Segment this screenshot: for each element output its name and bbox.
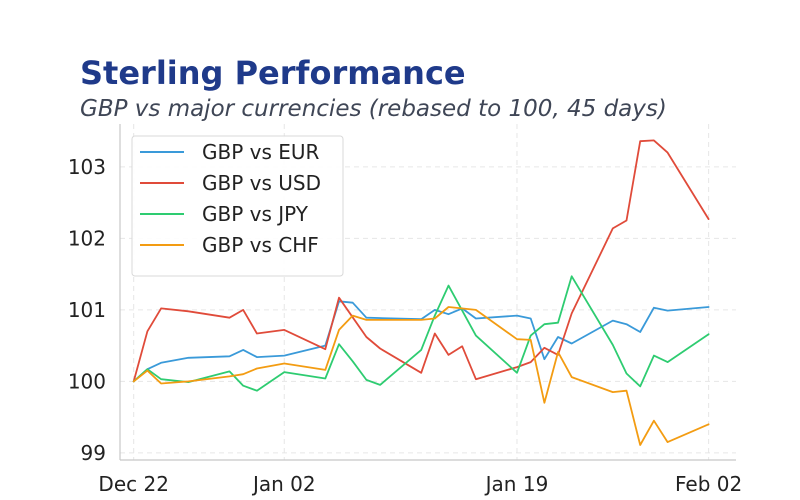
x-tick-label: Jan 19 <box>484 472 549 496</box>
legend-box <box>131 135 344 277</box>
legend-label: GBP vs USD <box>202 171 321 195</box>
y-tick-label: 103 <box>68 155 106 179</box>
series-lines <box>132 139 710 446</box>
y-tick-label: 101 <box>68 298 106 322</box>
chart-title: Sterling Performance <box>80 54 466 92</box>
x-tick-label: Jan 02 <box>251 472 316 496</box>
y-tick-label: 99 <box>81 441 106 465</box>
legend-label: GBP vs EUR <box>202 140 320 164</box>
chart-subtitle: GBP vs major currencies (rebased to 100,… <box>80 96 667 122</box>
axes: 99 100 101 102 103 Dec 22 Jan 02 Jan 19 Feb 02 <box>68 124 742 496</box>
legend-label: GBP vs CHF <box>202 233 319 257</box>
series-line <box>132 275 710 392</box>
legend: GBP vs EUR GBP vs USD GBP vs JPY GBP vs CHF <box>131 135 344 277</box>
legend-label: GBP vs JPY <box>202 202 309 226</box>
x-tick-label: Dec 22 <box>98 472 169 496</box>
x-tick-label: Feb 02 <box>675 472 742 496</box>
series-line <box>132 300 710 383</box>
series-line <box>132 306 710 446</box>
series-line <box>132 139 710 383</box>
y-tick-label: 102 <box>68 226 106 250</box>
y-tick-label: 100 <box>68 369 106 393</box>
